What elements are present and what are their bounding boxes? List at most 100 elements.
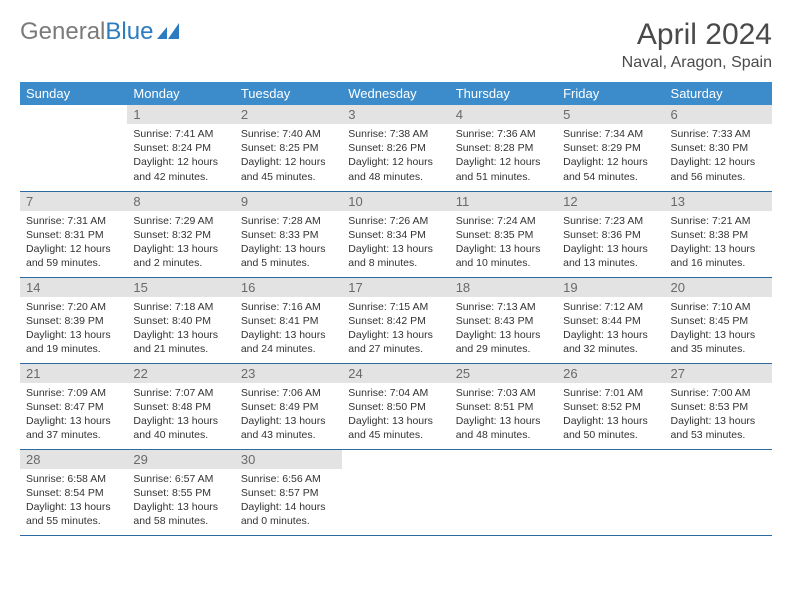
month-title: April 2024 bbox=[622, 18, 772, 52]
sunset-text: Sunset: 8:36 PM bbox=[563, 228, 658, 242]
daylight-line2: and 58 minutes. bbox=[133, 514, 228, 528]
day-number: 5 bbox=[557, 105, 664, 124]
sunset-text: Sunset: 8:54 PM bbox=[26, 486, 121, 500]
daylight-line2: and 42 minutes. bbox=[133, 170, 228, 184]
day-details: Sunrise: 7:00 AMSunset: 8:53 PMDaylight:… bbox=[665, 383, 772, 446]
daylight-line2: and 40 minutes. bbox=[133, 428, 228, 442]
day-number: 11 bbox=[450, 192, 557, 211]
day-number: 2 bbox=[235, 105, 342, 124]
sunrise-text: Sunrise: 7:29 AM bbox=[133, 214, 228, 228]
day-number: 7 bbox=[20, 192, 127, 211]
day-number: 26 bbox=[557, 364, 664, 383]
day-number: 17 bbox=[342, 278, 449, 297]
day-details: Sunrise: 7:03 AMSunset: 8:51 PMDaylight:… bbox=[450, 383, 557, 446]
header: GeneralBlue April 2024 Naval, Aragon, Sp… bbox=[20, 18, 772, 72]
weekday-header-row: Sunday Monday Tuesday Wednesday Thursday… bbox=[20, 82, 772, 105]
day-details: Sunrise: 7:01 AMSunset: 8:52 PMDaylight:… bbox=[557, 383, 664, 446]
sunrise-text: Sunrise: 7:18 AM bbox=[133, 300, 228, 314]
weekday-header: Wednesday bbox=[342, 82, 449, 105]
calendar-day-cell: 22Sunrise: 7:07 AMSunset: 8:48 PMDayligh… bbox=[127, 363, 234, 449]
sunset-text: Sunset: 8:55 PM bbox=[133, 486, 228, 500]
calendar-day-cell bbox=[342, 449, 449, 535]
day-details: Sunrise: 7:15 AMSunset: 8:42 PMDaylight:… bbox=[342, 297, 449, 360]
daylight-line2: and 21 minutes. bbox=[133, 342, 228, 356]
logo-text-gray: General bbox=[20, 18, 105, 46]
calendar-day-cell: 26Sunrise: 7:01 AMSunset: 8:52 PMDayligh… bbox=[557, 363, 664, 449]
day-number: 24 bbox=[342, 364, 449, 383]
sunrise-text: Sunrise: 7:23 AM bbox=[563, 214, 658, 228]
day-number: 12 bbox=[557, 192, 664, 211]
sunrise-text: Sunrise: 7:33 AM bbox=[671, 127, 766, 141]
calendar-day-cell: 1Sunrise: 7:41 AMSunset: 8:24 PMDaylight… bbox=[127, 105, 234, 191]
calendar-day-cell: 30Sunrise: 6:56 AMSunset: 8:57 PMDayligh… bbox=[235, 449, 342, 535]
calendar-table: Sunday Monday Tuesday Wednesday Thursday… bbox=[20, 82, 772, 536]
day-details: Sunrise: 7:28 AMSunset: 8:33 PMDaylight:… bbox=[235, 211, 342, 274]
sunset-text: Sunset: 8:49 PM bbox=[241, 400, 336, 414]
flag-icon bbox=[157, 18, 183, 46]
sunset-text: Sunset: 8:29 PM bbox=[563, 141, 658, 155]
day-number: 9 bbox=[235, 192, 342, 211]
day-details: Sunrise: 7:31 AMSunset: 8:31 PMDaylight:… bbox=[20, 211, 127, 274]
calendar-page: GeneralBlue April 2024 Naval, Aragon, Sp… bbox=[0, 0, 792, 554]
sunrise-text: Sunrise: 7:09 AM bbox=[26, 386, 121, 400]
calendar-day-cell: 2Sunrise: 7:40 AMSunset: 8:25 PMDaylight… bbox=[235, 105, 342, 191]
calendar-day-cell: 4Sunrise: 7:36 AMSunset: 8:28 PMDaylight… bbox=[450, 105, 557, 191]
sunset-text: Sunset: 8:41 PM bbox=[241, 314, 336, 328]
daylight-line1: Daylight: 13 hours bbox=[241, 414, 336, 428]
sunrise-text: Sunrise: 6:57 AM bbox=[133, 472, 228, 486]
calendar-week-row: 21Sunrise: 7:09 AMSunset: 8:47 PMDayligh… bbox=[20, 363, 772, 449]
weekday-header: Monday bbox=[127, 82, 234, 105]
daylight-line1: Daylight: 13 hours bbox=[133, 328, 228, 342]
calendar-day-cell: 28Sunrise: 6:58 AMSunset: 8:54 PMDayligh… bbox=[20, 449, 127, 535]
sunset-text: Sunset: 8:40 PM bbox=[133, 314, 228, 328]
calendar-day-cell bbox=[665, 449, 772, 535]
daylight-line2: and 32 minutes. bbox=[563, 342, 658, 356]
day-details: Sunrise: 7:06 AMSunset: 8:49 PMDaylight:… bbox=[235, 383, 342, 446]
daylight-line1: Daylight: 13 hours bbox=[348, 242, 443, 256]
daylight-line2: and 54 minutes. bbox=[563, 170, 658, 184]
day-number: 3 bbox=[342, 105, 449, 124]
sunset-text: Sunset: 8:33 PM bbox=[241, 228, 336, 242]
sunset-text: Sunset: 8:26 PM bbox=[348, 141, 443, 155]
day-details: Sunrise: 7:21 AMSunset: 8:38 PMDaylight:… bbox=[665, 211, 772, 274]
day-number: 1 bbox=[127, 105, 234, 124]
daylight-line2: and 16 minutes. bbox=[671, 256, 766, 270]
calendar-day-cell: 6Sunrise: 7:33 AMSunset: 8:30 PMDaylight… bbox=[665, 105, 772, 191]
daylight-line2: and 45 minutes. bbox=[348, 428, 443, 442]
day-number: 18 bbox=[450, 278, 557, 297]
sunrise-text: Sunrise: 7:21 AM bbox=[671, 214, 766, 228]
sunrise-text: Sunrise: 7:26 AM bbox=[348, 214, 443, 228]
sunset-text: Sunset: 8:44 PM bbox=[563, 314, 658, 328]
location: Naval, Aragon, Spain bbox=[622, 54, 772, 72]
sunrise-text: Sunrise: 7:01 AM bbox=[563, 386, 658, 400]
calendar-day-cell: 20Sunrise: 7:10 AMSunset: 8:45 PMDayligh… bbox=[665, 277, 772, 363]
calendar-day-cell: 5Sunrise: 7:34 AMSunset: 8:29 PMDaylight… bbox=[557, 105, 664, 191]
daylight-line2: and 51 minutes. bbox=[456, 170, 551, 184]
daylight-line2: and 45 minutes. bbox=[241, 170, 336, 184]
day-details: Sunrise: 6:58 AMSunset: 8:54 PMDaylight:… bbox=[20, 469, 127, 532]
sunrise-text: Sunrise: 7:13 AM bbox=[456, 300, 551, 314]
daylight-line2: and 53 minutes. bbox=[671, 428, 766, 442]
calendar-day-cell: 25Sunrise: 7:03 AMSunset: 8:51 PMDayligh… bbox=[450, 363, 557, 449]
day-number: 4 bbox=[450, 105, 557, 124]
daylight-line2: and 48 minutes. bbox=[348, 170, 443, 184]
sunrise-text: Sunrise: 6:58 AM bbox=[26, 472, 121, 486]
daylight-line1: Daylight: 13 hours bbox=[456, 328, 551, 342]
day-number: 30 bbox=[235, 450, 342, 469]
calendar-day-cell: 9Sunrise: 7:28 AMSunset: 8:33 PMDaylight… bbox=[235, 191, 342, 277]
weekday-header: Sunday bbox=[20, 82, 127, 105]
sunrise-text: Sunrise: 7:03 AM bbox=[456, 386, 551, 400]
day-number: 16 bbox=[235, 278, 342, 297]
sunrise-text: Sunrise: 7:28 AM bbox=[241, 214, 336, 228]
day-details: Sunrise: 7:41 AMSunset: 8:24 PMDaylight:… bbox=[127, 124, 234, 187]
weekday-header: Tuesday bbox=[235, 82, 342, 105]
day-details: Sunrise: 7:33 AMSunset: 8:30 PMDaylight:… bbox=[665, 124, 772, 187]
day-details: Sunrise: 7:04 AMSunset: 8:50 PMDaylight:… bbox=[342, 383, 449, 446]
daylight-line1: Daylight: 13 hours bbox=[133, 500, 228, 514]
calendar-day-cell: 12Sunrise: 7:23 AMSunset: 8:36 PMDayligh… bbox=[557, 191, 664, 277]
daylight-line2: and 10 minutes. bbox=[456, 256, 551, 270]
calendar-week-row: 1Sunrise: 7:41 AMSunset: 8:24 PMDaylight… bbox=[20, 105, 772, 191]
day-details: Sunrise: 7:29 AMSunset: 8:32 PMDaylight:… bbox=[127, 211, 234, 274]
calendar-week-row: 14Sunrise: 7:20 AMSunset: 8:39 PMDayligh… bbox=[20, 277, 772, 363]
daylight-line1: Daylight: 13 hours bbox=[241, 242, 336, 256]
